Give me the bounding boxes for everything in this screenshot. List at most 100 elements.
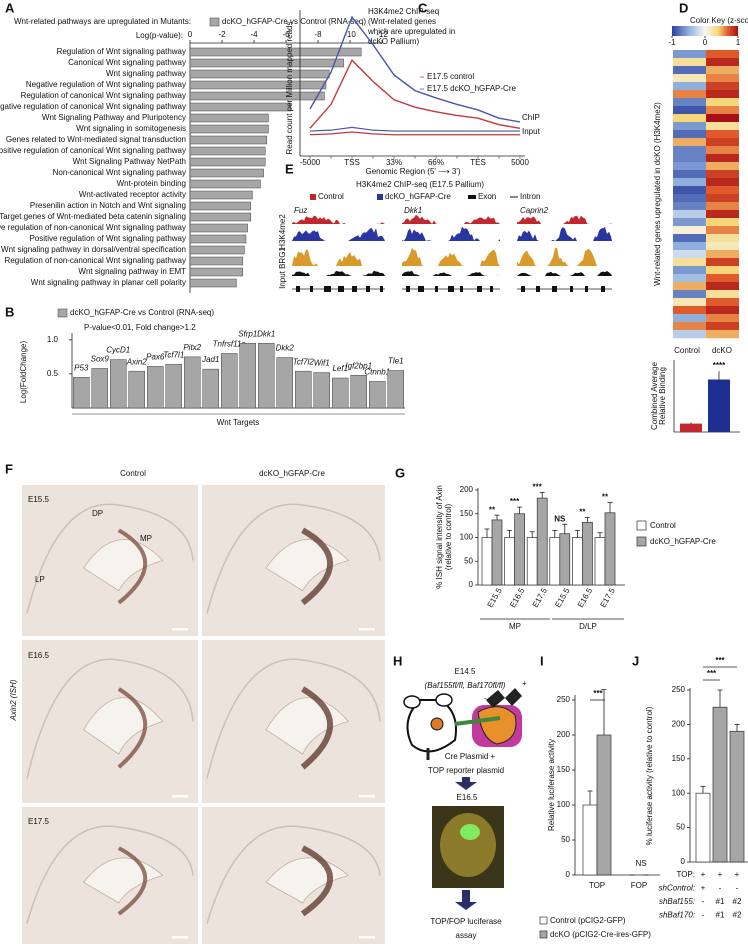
category-label: P53 [74,363,89,372]
bar [147,366,164,409]
bar [189,223,248,233]
annotation: **** [713,361,726,370]
x-tick-label: -10 [344,30,356,39]
bar [729,730,745,863]
heatmap-cell [673,210,706,219]
category-label: Wnt-protein binding [117,179,186,188]
y-axis-label: Combined Average [650,362,659,430]
bar [189,69,330,79]
x-tick-label: -12 [376,30,388,39]
x-tick-label: E15.5 [553,586,572,609]
y-tick-label: 50 [561,835,570,844]
heatmap-cell [673,106,706,115]
x-tick-label: TES [470,158,486,167]
bar [549,537,561,586]
y-axis-label: Read count per Million mapped reads [285,22,294,155]
y-tick-label: 200 [557,730,571,739]
scale-bar [172,795,188,798]
annotation: (Wnt-related genes [368,17,436,26]
heatmap-cell [673,114,706,123]
heatmap-cell [706,58,739,67]
heatmap-cell [706,330,739,339]
bar [73,377,90,409]
bar [582,804,598,876]
bar [91,368,108,409]
heatmap-cell [706,50,739,59]
bar [184,356,201,409]
bar [559,533,571,586]
category-label: Tcf7l1 [163,350,184,359]
bar [189,168,264,178]
heatmap-cell [706,178,739,187]
bar [189,157,266,167]
ish-signal [117,846,147,916]
chart-title: Wnt-related pathways are upregulated in … [14,17,191,26]
legend-swatch [310,194,316,200]
legend-swatch [209,17,220,27]
heatmap-cell [673,178,706,187]
legend-swatch [636,520,647,531]
coverage-track [402,226,500,241]
series-line [309,15,521,123]
bar [189,91,325,101]
heatmap-cell [673,154,706,163]
coverage-track [402,270,500,276]
panel-label: H [393,653,402,668]
category-label: Wnt signaling pathway in dorsal/ventral … [1,245,186,254]
brain [440,813,496,877]
heatmap-cell [706,98,739,107]
region-label: LP [35,575,45,584]
category-label: Genes related to Wnt-mediated signal tra… [6,135,186,144]
exon [521,286,525,292]
legend-swatch [539,916,548,925]
significance: ** [579,508,586,517]
ish-signal [300,686,333,770]
y-tick-label: 0 [681,857,686,866]
y-tick-label: 200 [460,485,474,494]
category-label: Non-canonical Wnt signaling pathway [53,168,186,177]
heatmap-cell [706,194,739,203]
x-tick-label: -2 [218,30,226,39]
stage-label: E14.5 [455,667,476,676]
heatmap-cell [673,194,706,203]
bar [189,80,327,90]
bar [491,519,503,586]
bar [189,179,261,189]
bar [165,364,182,409]
heatmap-cell [706,66,739,75]
track-label: BRG1 [278,247,287,269]
legend-swatch [636,536,647,547]
bar [189,201,252,211]
exon [352,286,357,292]
bar [110,359,127,409]
arrow-shaft [462,777,470,782]
embryo [430,717,444,731]
coverage-track [517,247,612,266]
heatmap-cell [706,130,739,139]
x-tick-label: -5000 [300,158,321,167]
condition-label: shControl: [659,884,695,893]
tissue-outline [206,658,381,779]
category-label: Tcf7l2 [293,357,315,366]
region-label: MP [140,534,152,543]
bar [189,212,252,222]
bar [258,342,275,409]
exon [490,286,493,292]
heatmap-cell [673,162,706,171]
category-label: Lef1 [332,364,348,373]
legend-label: dcKO_hGFAP-Cre [385,192,451,201]
x-tick-label: E17.5 [531,586,550,609]
heatmap-cell [706,290,739,299]
stage-label: E16.5 [28,651,49,660]
heatmap-cell [673,122,706,131]
column-label: Control [674,346,700,355]
heatmap-cell [673,66,706,75]
category-label: Sfrp1 [238,329,257,338]
exon [324,286,331,292]
category-label: Tle1 [388,357,404,366]
heatmap-cell [706,258,739,267]
stage-label: E15.5 [28,495,49,504]
panel-label: E [285,161,294,176]
significance: *** [593,689,603,698]
heatmap-cell [706,186,739,195]
